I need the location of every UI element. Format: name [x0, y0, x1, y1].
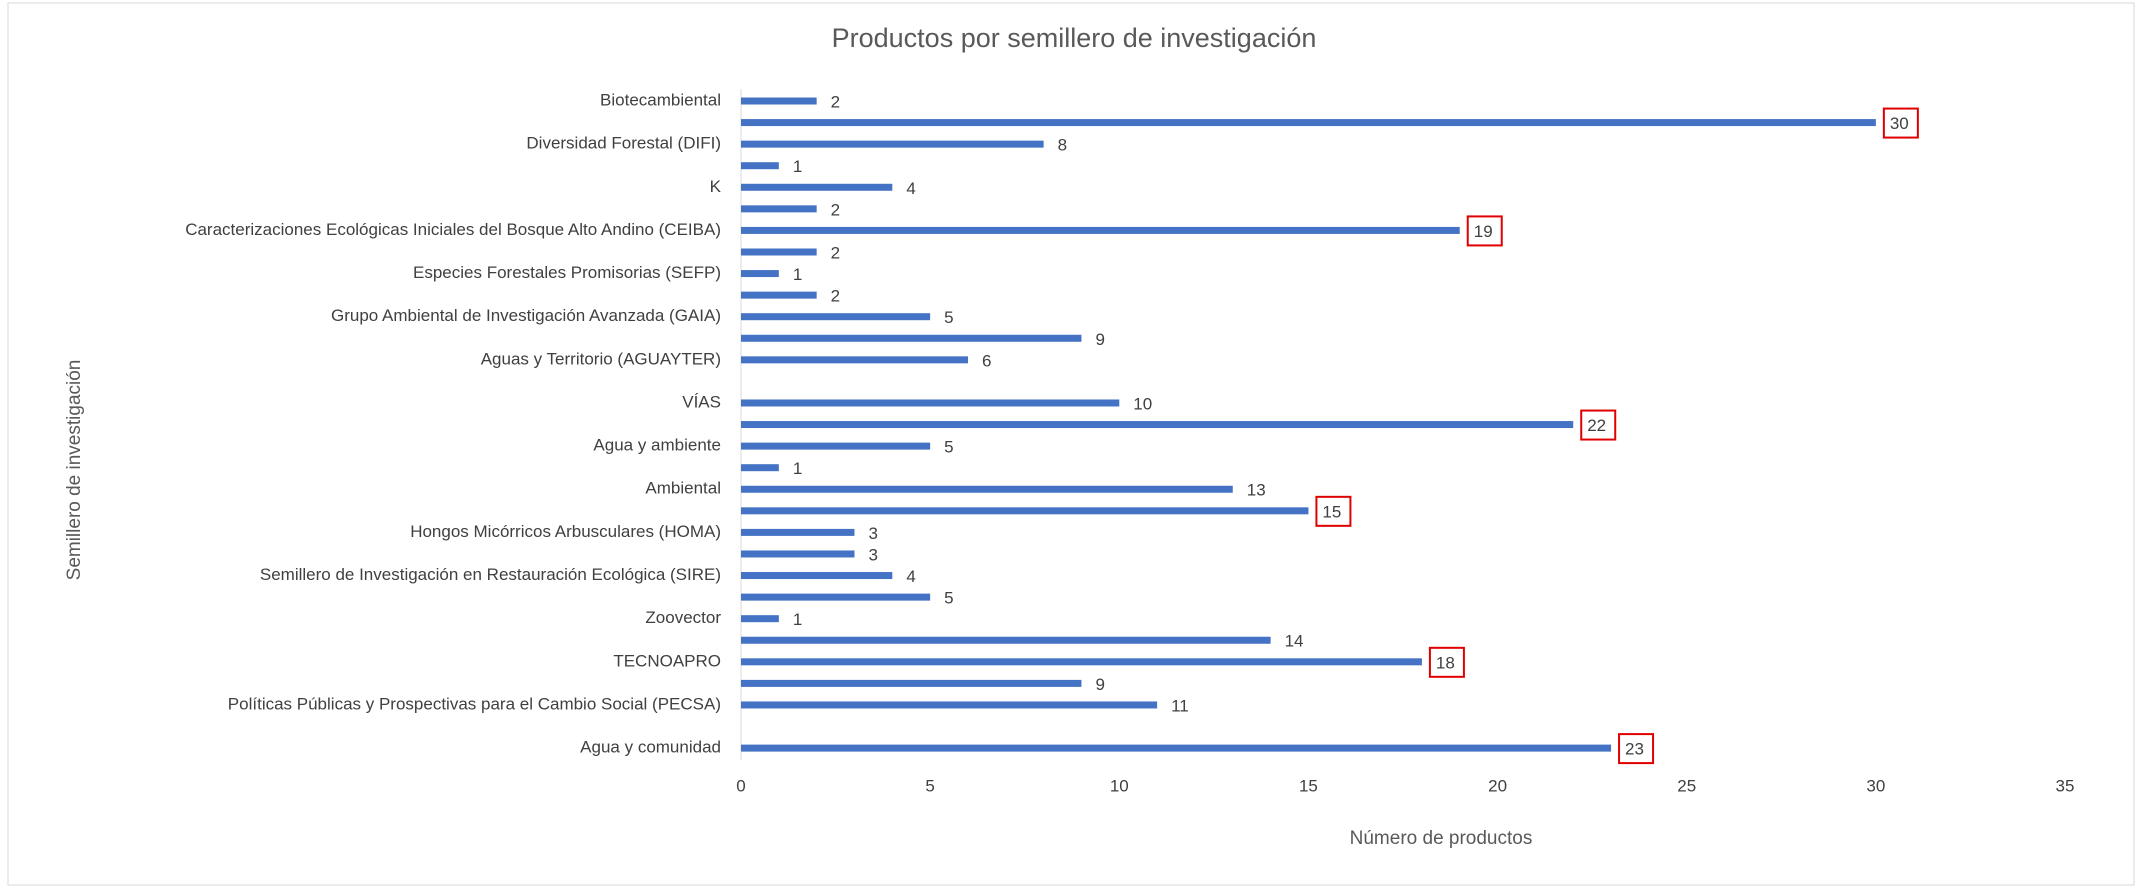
bar	[741, 399, 1120, 407]
bar	[741, 550, 855, 558]
bar	[741, 97, 817, 105]
data-label-box	[1618, 733, 1655, 765]
bar	[741, 334, 1082, 342]
bar	[741, 205, 817, 213]
data-label: 1	[793, 157, 802, 176]
y-tick-label: Zoovector	[645, 608, 721, 627]
data-label: 3	[868, 545, 877, 564]
y-tick-label: TECNOAPRO	[613, 651, 721, 670]
bar	[741, 270, 779, 278]
data-label: 5	[944, 438, 953, 457]
bar	[741, 744, 1612, 752]
data-label: 2	[831, 92, 840, 111]
data-label: 1	[793, 459, 802, 478]
chart-border	[7, 2, 2135, 886]
y-tick-label: VÍAS	[682, 392, 721, 411]
bar	[741, 226, 1460, 234]
chart-title: Productos por semillero de investigación	[832, 23, 1317, 53]
data-label-box	[1315, 495, 1352, 527]
data-label: 10	[1133, 394, 1152, 413]
data-label-box	[1428, 646, 1465, 678]
data-label-box	[1580, 409, 1617, 441]
y-tick-label: Grupo Ambiental de Investigación Avanzad…	[331, 306, 721, 325]
bar	[741, 658, 1422, 666]
data-label: 2	[831, 243, 840, 262]
bar	[741, 572, 893, 580]
y-tick-label: Políticas Públicas y Prospectivas para e…	[228, 694, 721, 713]
data-label: 1	[793, 265, 802, 284]
bar	[741, 464, 779, 472]
data-label: 4	[906, 567, 915, 586]
data-label-box	[1882, 107, 1919, 139]
y-tick-label: Especies Forestales Promisorias (SEFP)	[413, 263, 721, 282]
bar	[741, 507, 1309, 515]
x-tick-label: 35	[2056, 776, 2075, 795]
bar	[741, 442, 931, 450]
data-label: 15	[1322, 502, 1341, 521]
data-label: 6	[982, 351, 991, 370]
y-tick-label: Aguas y Territorio (AGUAYTER)	[481, 349, 721, 368]
data-label: 14	[1285, 632, 1304, 651]
data-label: 5	[944, 589, 953, 608]
y-tick-label: Agua y ambiente	[593, 436, 721, 455]
bar	[741, 679, 1082, 687]
data-label: 18	[1436, 653, 1455, 672]
bar	[741, 485, 1233, 493]
y-tick-label: Agua y comunidad	[580, 738, 721, 757]
bar	[741, 162, 779, 170]
y-tick-label: Caracterizaciones Ecológicas Iniciales d…	[185, 220, 721, 239]
data-label: 30	[1890, 114, 1909, 133]
bar	[741, 636, 1271, 644]
y-axis-title: Semillero de investigación	[64, 360, 85, 581]
x-tick-label: 15	[1299, 776, 1318, 795]
y-tick-label: Ambiental	[645, 479, 721, 498]
x-tick-label: 5	[925, 776, 934, 795]
data-label: 23	[1625, 740, 1644, 759]
x-tick-label: 10	[1110, 776, 1129, 795]
x-tick-label: 25	[1677, 776, 1696, 795]
bar	[741, 528, 855, 536]
y-tick-label: Biotecambiental	[600, 90, 721, 109]
x-axis-title: Número de productos	[1350, 828, 1533, 849]
data-label: 13	[1247, 481, 1266, 500]
bar	[741, 356, 968, 364]
y-tick-label: Hongos Micórricos Arbusculares (HOMA)	[410, 522, 721, 541]
data-label: 1	[793, 610, 802, 629]
bar	[741, 119, 1876, 127]
data-label: 22	[1587, 416, 1606, 435]
x-tick-label: 0	[736, 776, 745, 795]
data-label: 8	[1058, 136, 1067, 155]
bar	[741, 313, 931, 321]
bar	[741, 183, 893, 191]
bar	[741, 248, 817, 256]
data-label: 4	[906, 179, 915, 198]
data-label: 9	[1095, 330, 1104, 349]
data-label: 19	[1474, 222, 1493, 241]
y-tick-label: Semillero de Investigación en Restauraci…	[260, 565, 721, 584]
data-label: 11	[1171, 696, 1189, 715]
data-label-box	[1466, 215, 1503, 247]
bar	[741, 701, 1158, 709]
data-label: 9	[1095, 675, 1104, 694]
bar	[741, 291, 817, 299]
data-label: 2	[831, 287, 840, 306]
bar	[741, 615, 779, 623]
data-label: 2	[831, 200, 840, 219]
x-tick-label: 20	[1488, 776, 1507, 795]
y-tick-label: K	[710, 177, 722, 196]
bar	[741, 421, 1574, 429]
y-tick-label: Diversidad Forestal (DIFI)	[526, 134, 721, 153]
data-label: 5	[944, 308, 953, 327]
x-tick-label: 30	[1866, 776, 1885, 795]
data-label: 3	[868, 524, 877, 543]
bar	[741, 593, 931, 601]
bar	[741, 140, 1044, 148]
